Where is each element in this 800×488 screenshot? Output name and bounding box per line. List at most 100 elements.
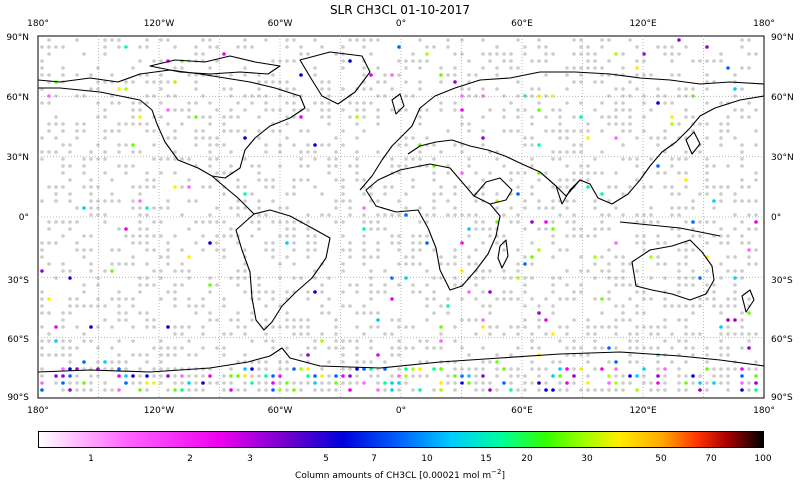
observation-dot (600, 150, 604, 154)
observation-dot (348, 199, 352, 203)
observation-dot (530, 276, 534, 280)
observation-dot (82, 381, 86, 385)
observation-dot (579, 171, 583, 175)
observation-dot (537, 206, 541, 210)
observation-dot (334, 157, 338, 161)
observation-dot (607, 360, 611, 364)
observation-dot (481, 374, 485, 378)
observation-dot (551, 206, 555, 210)
observation-dot (719, 136, 723, 140)
observation-dot (40, 241, 44, 245)
observation-dot (369, 269, 373, 273)
observation-dot (201, 115, 205, 119)
observation-dot (271, 325, 275, 329)
observation-dot (572, 227, 576, 231)
observation-dot (481, 143, 485, 147)
observation-dot (509, 388, 513, 392)
observation-dot (586, 66, 590, 70)
observation-dot (383, 283, 387, 287)
observation-dot (376, 255, 380, 259)
observation-dot (467, 353, 471, 357)
observation-dot (411, 52, 415, 56)
observation-dot (635, 66, 639, 70)
observation-dot (607, 213, 611, 217)
observation-dot (572, 381, 576, 385)
observation-dot (558, 129, 562, 133)
observation-dot (740, 45, 744, 49)
observation-dot (754, 199, 758, 203)
observation-dot (222, 122, 226, 126)
observation-dot (257, 199, 261, 203)
observation-dot (180, 66, 184, 70)
observation-dot (47, 73, 51, 77)
observation-dot (614, 283, 618, 287)
observation-dot (341, 262, 345, 266)
observation-dot (166, 367, 170, 371)
observation-dot (593, 325, 597, 329)
observation-dot (404, 381, 408, 385)
observation-dot (138, 122, 142, 126)
observation-dot (649, 136, 653, 140)
observation-dot (397, 248, 401, 252)
observation-dot (467, 185, 471, 189)
observation-dot (285, 87, 289, 91)
observation-dot (236, 325, 240, 329)
observation-dot (705, 346, 709, 350)
observation-dot (516, 115, 520, 119)
observation-dot (551, 157, 555, 161)
observation-dot (152, 381, 156, 385)
observation-dot (705, 87, 709, 91)
observation-dot (677, 262, 681, 266)
observation-dot (432, 346, 436, 350)
observation-dot (404, 346, 408, 350)
observation-dot (61, 325, 65, 329)
observation-dot (551, 332, 555, 336)
observation-dot (502, 108, 506, 112)
observation-dot (453, 262, 457, 266)
observation-dot (208, 290, 212, 294)
observation-dot (530, 346, 534, 350)
observation-dot (68, 150, 72, 154)
observation-dot (243, 45, 247, 49)
observation-dot (537, 59, 541, 63)
observation-dot (404, 213, 408, 217)
observation-dot (411, 346, 415, 350)
observation-dot (47, 45, 51, 49)
observation-dot (649, 325, 653, 329)
observation-dot (299, 325, 303, 329)
observation-dot (376, 213, 380, 217)
observation-dot (474, 276, 478, 280)
observation-dot (89, 262, 93, 266)
lat-tick-left-60n: 60°N (6, 93, 29, 103)
observation-dot (40, 248, 44, 252)
observation-dot (173, 80, 177, 84)
observation-dot (670, 101, 674, 105)
observation-dot (705, 297, 709, 301)
observation-dot (89, 213, 93, 217)
observation-dot (243, 248, 247, 252)
observation-dot (180, 283, 184, 287)
observation-dot (152, 59, 156, 63)
observation-dot (516, 367, 520, 371)
observation-dot (47, 332, 51, 336)
observation-dot (257, 374, 261, 378)
observation-dot (740, 164, 744, 168)
observation-dot (586, 234, 590, 238)
observation-dot (593, 199, 597, 203)
observation-dot (726, 332, 730, 336)
observation-dot (425, 283, 429, 287)
observation-dot (670, 122, 674, 126)
observation-dot (68, 339, 72, 343)
observation-dot (565, 367, 569, 371)
observation-dot (229, 227, 233, 231)
observation-dot (47, 129, 51, 133)
observation-dot (404, 164, 408, 168)
observation-dot (488, 269, 492, 273)
observation-dot (397, 346, 401, 350)
observation-dot (425, 241, 429, 245)
observation-dot (579, 353, 583, 357)
observation-dot (327, 346, 331, 350)
observation-dot (684, 87, 688, 91)
observation-dot (754, 388, 758, 392)
observation-dot (131, 325, 135, 329)
